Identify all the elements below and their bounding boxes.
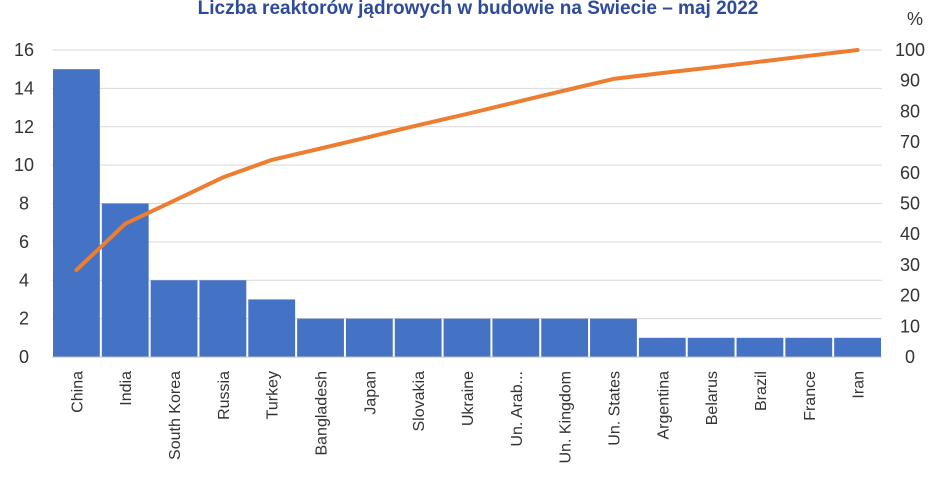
left-tick-label: 10 bbox=[14, 155, 34, 175]
bar bbox=[151, 280, 198, 357]
line-point bbox=[271, 159, 272, 160]
bar bbox=[297, 319, 344, 357]
category-label: France bbox=[802, 371, 819, 421]
line-point bbox=[125, 223, 126, 224]
category-label: Russia bbox=[216, 371, 233, 420]
left-tick-label: 12 bbox=[14, 117, 34, 137]
right-tick-label: 30 bbox=[900, 255, 920, 275]
bar bbox=[492, 319, 539, 357]
line-point bbox=[467, 113, 468, 114]
left-tick-label: 4 bbox=[19, 270, 29, 290]
category-labels: China India South Korea Russia Turkey Banglad… bbox=[69, 371, 867, 464]
category-label: China bbox=[69, 371, 86, 413]
bar bbox=[541, 319, 588, 357]
line-point bbox=[613, 78, 614, 79]
category-label: Japan bbox=[362, 371, 379, 415]
bar bbox=[395, 319, 442, 357]
left-tick-label: 16 bbox=[14, 40, 34, 60]
bar bbox=[639, 338, 686, 357]
category-label: Brazil bbox=[753, 371, 770, 411]
right-tick-label: 70 bbox=[900, 132, 920, 152]
line-point bbox=[76, 270, 77, 271]
category-label: Un. Kingdom bbox=[558, 371, 575, 464]
right-tick-label: 20 bbox=[900, 286, 920, 306]
right-axis-unit: % bbox=[907, 9, 923, 29]
bar bbox=[102, 204, 149, 358]
gridlines bbox=[52, 50, 882, 319]
chart-title: Liczba reaktorów jądrowych w budowie na … bbox=[198, 0, 759, 19]
category-label: South Korea bbox=[167, 371, 184, 460]
category-label: Argentina bbox=[655, 371, 672, 440]
bar bbox=[785, 338, 832, 357]
right-tick-label: 60 bbox=[900, 163, 920, 183]
line-point bbox=[857, 50, 858, 51]
category-label: Slovakia bbox=[411, 371, 428, 432]
category-label: Bangladesh bbox=[314, 371, 331, 456]
left-axis-ticks: 0 2 4 6 8 10 12 14 16 bbox=[14, 40, 34, 367]
line-point bbox=[418, 125, 419, 126]
right-tick-label: 0 bbox=[905, 347, 915, 367]
line-point bbox=[174, 200, 175, 201]
right-tick-label: 40 bbox=[900, 224, 920, 244]
category-label: Iran bbox=[851, 371, 868, 399]
line-point bbox=[759, 61, 760, 62]
cumulative-line-series bbox=[76, 50, 858, 271]
right-tick-label: 10 bbox=[900, 316, 920, 336]
line-point bbox=[515, 102, 516, 103]
category-label: India bbox=[118, 371, 135, 406]
line-point bbox=[369, 136, 370, 137]
category-label: Belarus bbox=[704, 371, 721, 425]
right-tick-label: 100 bbox=[895, 40, 925, 60]
line-point bbox=[711, 67, 712, 68]
line-point bbox=[564, 90, 565, 91]
left-tick-label: 2 bbox=[19, 309, 29, 329]
category-label: Un. States bbox=[607, 371, 624, 446]
bar bbox=[737, 338, 784, 357]
bar bbox=[688, 338, 735, 357]
bar bbox=[444, 319, 491, 357]
left-tick-label: 6 bbox=[19, 232, 29, 252]
line-point bbox=[808, 55, 809, 56]
bar bbox=[834, 338, 881, 357]
bar bbox=[590, 319, 637, 357]
right-tick-label: 50 bbox=[900, 194, 920, 214]
cumulative-line bbox=[76, 50, 857, 270]
right-tick-label: 80 bbox=[900, 101, 920, 121]
left-tick-label: 0 bbox=[19, 347, 29, 367]
line-point bbox=[662, 73, 663, 74]
bar bbox=[346, 319, 393, 357]
line-point bbox=[222, 177, 223, 178]
category-label: Turkey bbox=[265, 371, 282, 419]
right-tick-label: 90 bbox=[900, 71, 920, 91]
category-label: Un. Arab... bbox=[509, 371, 526, 447]
bar bbox=[199, 280, 246, 357]
right-axis-ticks: 0 10 20 30 40 50 60 70 80 90 100 bbox=[895, 40, 925, 367]
line-point bbox=[320, 148, 321, 149]
left-tick-label: 8 bbox=[19, 194, 29, 214]
bar bbox=[248, 299, 295, 357]
category-label: Ukraine bbox=[460, 371, 477, 426]
left-tick-label: 14 bbox=[14, 78, 34, 98]
bar bbox=[53, 69, 100, 357]
